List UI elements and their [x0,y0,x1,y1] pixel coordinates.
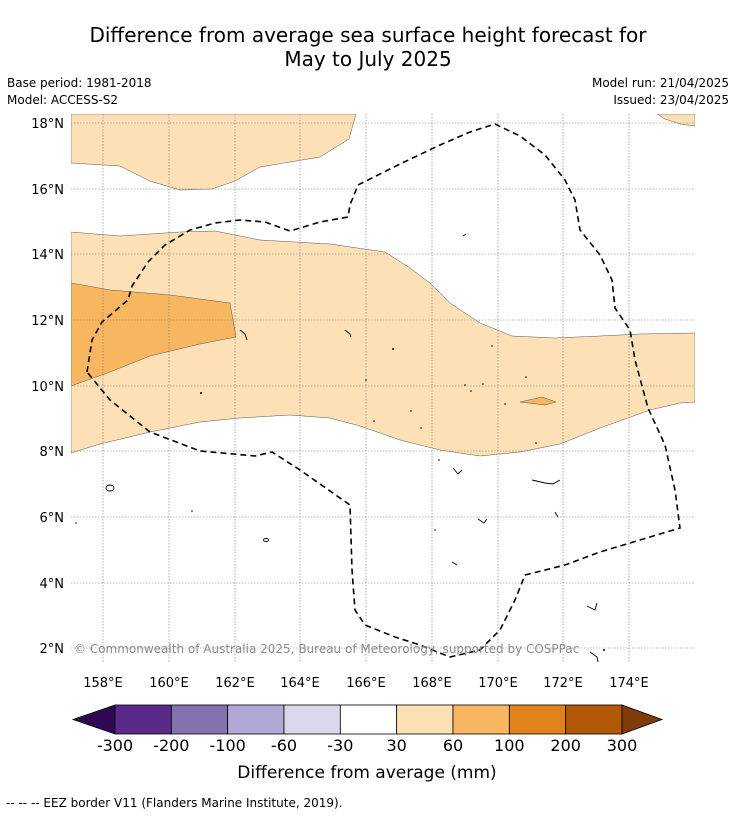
lon-label: 172°E [543,676,583,691]
colorbar-segment [227,704,285,735]
sea-level-band-60-100 [71,282,237,387]
colorbar-tick-label: -300 [97,736,133,755]
lon-gridlines [102,114,630,662]
map-title-line1: Difference from average sea surface heig… [89,23,647,47]
lat-label: 18°N [31,117,64,132]
lon-label: 174°E [609,676,649,691]
colorbar-tick-label: -200 [153,736,189,755]
issued-label: Issued: 23/04/2025 [613,93,729,107]
map-title-line2: May to July 2025 [284,47,452,71]
sea-level-band-30-60-north [71,114,357,191]
colorbar-extend-low [71,704,116,735]
colorbar: -300 -200 -100 -60 -30 30 60 100 200 300 [71,704,664,755]
model-label: Model: ACCESS-S2 [7,93,119,107]
model-run-label: Model run: 21/04/2025 [591,76,729,90]
map-copyright: © Commonwealth of Australia 2025, Bureau… [74,642,579,656]
latitude-labels: 2°N 4°N 6°N 8°N 10°N 12°N 14°N 16°N 18°N [31,117,64,657]
colorbar-tick-label: 30 [386,736,406,755]
base-period-label: Base period: 1981-2018 [7,76,152,90]
lat-label: 6°N [40,511,65,526]
lon-label: 170°E [478,676,518,691]
eez-footnote: -- -- -- EEZ border V11 (Flanders Marine… [6,796,343,810]
island-dots [75,345,605,651]
colorbar-tick-label: -60 [271,736,297,755]
sea-level-band-30-60-ne [656,114,695,127]
lat-label: 8°N [40,445,65,460]
colorbar-tick-label: 100 [494,736,525,755]
colorbar-extend-high [621,704,664,735]
island-outlines [105,233,599,662]
colorbar-segment [283,704,341,735]
colorbar-label: Difference from average (mm) [237,763,496,783]
lon-label: 158°E [83,676,123,691]
colorbar-tick-label: -30 [327,736,353,755]
lon-label: 164°E [280,676,320,691]
colorbar-segment [114,704,172,735]
colorbar-tick-label: 200 [550,736,581,755]
longitude-labels: 158°E 160°E 162°E 164°E 166°E 168°E 170°E 172°E… [83,676,649,691]
lat-label: 4°N [40,577,65,592]
lon-label: 168°E [412,676,452,691]
colorbar-segment [452,704,510,735]
lat-label: 12°N [31,314,64,329]
lat-label: 16°N [31,183,64,198]
colorbar-segment [339,704,398,735]
colorbar-tick-label: 300 [607,736,638,755]
lat-gridlines [71,122,695,649]
colorbar-segment [396,704,454,735]
map-plot-area: © Commonwealth of Australia 2025, Bureau… [71,114,695,662]
colorbar-segment [508,704,567,735]
lon-label: 162°E [215,676,255,691]
lon-label: 160°E [149,676,189,691]
sea-level-patch-60-100 [519,396,557,406]
lat-label: 10°N [31,380,64,395]
lat-label: 14°N [31,248,64,263]
colorbar-segment [170,704,229,735]
colorbar-tick-label: -100 [210,736,246,755]
colorbar-tick-label: 60 [443,736,463,755]
eez-border [86,123,681,658]
colorbar-segment [565,704,623,735]
lat-label: 2°N [40,642,65,657]
lon-label: 166°E [346,676,386,691]
